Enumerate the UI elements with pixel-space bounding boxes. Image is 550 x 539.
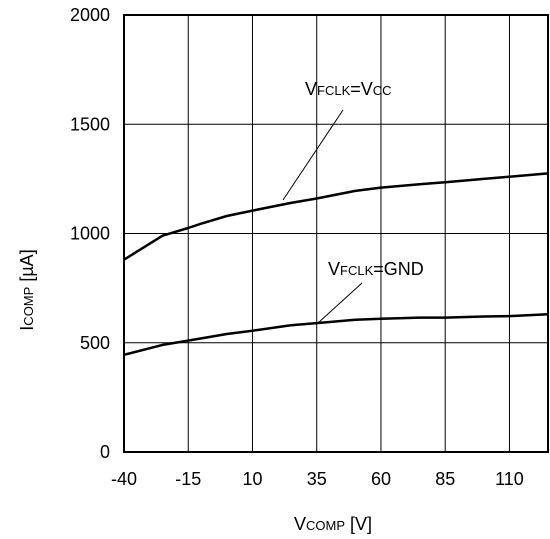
y-tick-label: 2000 [70, 5, 110, 25]
plot-frame [123, 14, 549, 453]
x-tick-label: -15 [175, 469, 201, 489]
x-tick-label: 35 [307, 469, 327, 489]
series-line-vfclk-gnd [123, 313, 549, 357]
leader-line-vfclk-vcc [282, 109, 344, 201]
x-axis-label: VCOMP [V] [294, 514, 372, 534]
y-tick-label: 500 [80, 333, 110, 353]
grid-lines [124, 15, 548, 452]
leader-lines [282, 109, 363, 324]
y-tick-label: 0 [100, 442, 110, 462]
x-tick-label: -40 [111, 469, 137, 489]
series-line-vfclk-vcc [123, 172, 549, 261]
y-tick-labels: 0 500 1000 1500 2000 [70, 5, 110, 462]
x-tick-labels: -40 -15 10 35 60 85 110 [111, 469, 524, 489]
series-lines [123, 172, 549, 357]
x-tick-label: 10 [242, 469, 262, 489]
y-tick-label: 1500 [70, 114, 110, 134]
leader-line-vfclk-gnd [317, 282, 363, 324]
series-label-vfclk-gnd: VFCLK=GND [328, 259, 424, 279]
y-tick-label: 1000 [70, 224, 110, 244]
series-label-vfclk-vcc: VFCLK=VCC [305, 79, 392, 99]
x-tick-label: 110 [495, 469, 524, 489]
x-tick-label: 85 [435, 469, 455, 489]
y-axis-label: ICOMP [µA] [17, 249, 37, 330]
x-tick-label: 60 [371, 469, 391, 489]
